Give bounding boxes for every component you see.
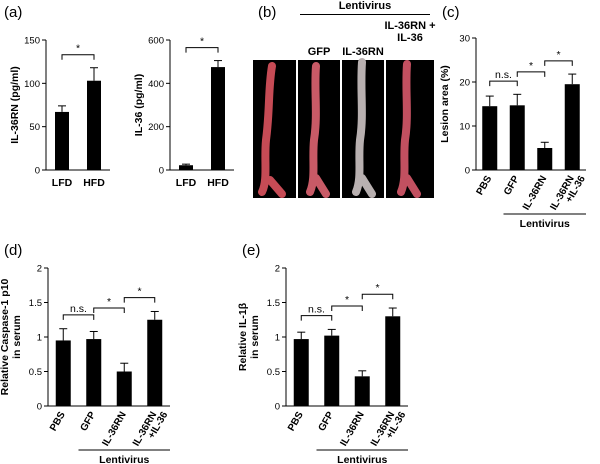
- a1-bar: [87, 80, 101, 170]
- e-bar: [293, 339, 309, 406]
- photo-label-il36rn: IL-36RN: [342, 46, 384, 58]
- d-y-tick-label: 2: [37, 264, 42, 275]
- lentivirus-header-line: [300, 14, 430, 15]
- c-x-tick-label: IL-36RN: [521, 174, 549, 212]
- d-bar: [116, 371, 132, 406]
- d-bar: [147, 319, 163, 406]
- d-x-tick-label: IL-36RN: [100, 410, 128, 448]
- c-y-tick-label: 10: [459, 122, 470, 133]
- c-significance-label: *: [556, 49, 560, 61]
- d-bar: [86, 339, 102, 406]
- c-significance-label: n.s.: [495, 69, 512, 81]
- c-significance-bracket: [489, 80, 518, 87]
- a1-y-label: IL-36RN (pg/ml): [9, 66, 21, 144]
- d-y-tick-label: 0: [37, 402, 42, 413]
- a1-x-tick-label: HFD: [83, 177, 105, 189]
- e-significance-label: *: [345, 294, 349, 306]
- a2-y-tick-label: 200: [148, 122, 164, 133]
- d-y-label: in serum: [11, 315, 23, 359]
- d-significance-label: *: [137, 286, 141, 298]
- d-group-label: Lentivirus: [99, 454, 149, 464]
- c-bar: [564, 84, 580, 170]
- panel-letter-b: (b): [258, 4, 277, 21]
- d-y-tick-label: 1.5: [29, 298, 42, 309]
- a2-bar: [211, 67, 225, 170]
- e-significance-label: *: [375, 282, 379, 294]
- c-significance-label: *: [529, 60, 533, 72]
- d-significance-bracket: [62, 314, 95, 320]
- e-x-tick-label: GFP: [317, 410, 337, 434]
- panel-letter-d: (d): [4, 242, 23, 259]
- e-y-tick-label: 1.5: [267, 298, 280, 309]
- d-significance-bracket: [123, 297, 156, 303]
- a1-y-tick-label: 150: [24, 36, 40, 47]
- c-y-tick-label: 30: [459, 34, 470, 45]
- a1-y-tick-label: 0: [35, 166, 40, 177]
- e-y-label: in serum: [249, 315, 261, 359]
- e-bar: [354, 376, 370, 406]
- c-y-tick-label: 20: [459, 78, 470, 89]
- d-x-tick-label: PBS: [48, 410, 68, 434]
- a1-y-tick-label: 100: [24, 79, 40, 90]
- e-x-tick-label: IL-36RN: [338, 410, 366, 448]
- photo-label-pbs: PBS: [263, 46, 286, 58]
- a2-y-tick-label: 600: [148, 36, 164, 47]
- e-y-label: Relative IL-1β: [237, 302, 249, 371]
- e-significance-bracket: [300, 315, 333, 321]
- a2-significance-label: *: [200, 36, 204, 48]
- a2-y-tick-label: 400: [148, 79, 164, 90]
- a2-x-tick-label: HFD: [207, 177, 229, 189]
- c-bar: [482, 106, 498, 170]
- d-bar: [55, 340, 71, 406]
- c-y-label: Lesion area (%): [439, 65, 451, 143]
- e-x-tick-label: PBS: [286, 410, 306, 434]
- e-y-tick-label: 2: [275, 264, 280, 275]
- a1-x-tick-label: LFD: [52, 177, 73, 189]
- e-significance-bracket: [361, 293, 394, 300]
- a2-significance-bracket: [185, 47, 219, 53]
- d-y-tick-label: 0.5: [29, 367, 42, 378]
- c-significance-bracket: [516, 71, 546, 77]
- c-x-tick-label: PBS: [475, 174, 495, 198]
- e-significance-label: n.s.: [308, 304, 325, 316]
- photo-label-gfp: GFP: [307, 46, 331, 58]
- a2-bar: [179, 165, 193, 170]
- c-significance-bracket: [544, 60, 573, 66]
- c-y-tick-label: 0: [465, 166, 470, 177]
- d-x-tick-label: GFP: [79, 410, 99, 434]
- e-group-label: Lentivirus: [337, 454, 387, 464]
- e-bar: [324, 335, 340, 406]
- d-significance-bracket: [93, 307, 125, 314]
- panel-letter-e: (e): [242, 242, 261, 259]
- a2-y-label: IL-36 (pg/ml): [133, 74, 145, 136]
- d-significance-label: *: [107, 296, 111, 308]
- a1-significance-label: *: [76, 43, 80, 55]
- c-bar: [537, 148, 553, 170]
- a2-x-tick-label: LFD: [176, 177, 197, 189]
- e-significance-bracket: [331, 305, 363, 311]
- a1-significance-bracket: [61, 54, 95, 60]
- c-bar: [509, 105, 525, 170]
- a2-y-tick-label: 0: [159, 166, 164, 177]
- e-y-tick-label: 1: [275, 333, 280, 344]
- c-x-tick-label: GFP: [502, 174, 522, 198]
- d-y-label: Relative Caspase-1 p10: [0, 278, 11, 395]
- a1-y-tick-label: 50: [29, 122, 40, 133]
- e-bar: [385, 316, 401, 406]
- c-group-label: Lentivirus: [520, 218, 570, 230]
- a1-bar: [55, 111, 69, 170]
- lentivirus-header: Lentivirus: [338, 0, 392, 12]
- panel-letter-c: (c): [442, 4, 460, 21]
- d-y-tick-label: 1: [37, 333, 42, 344]
- e-y-tick-label: 0: [275, 402, 280, 413]
- panel-letter-a: (a): [4, 4, 23, 21]
- photo-label-il36rn-il36: IL-36RN + IL-36: [384, 20, 436, 44]
- d-significance-label: n.s.: [70, 303, 87, 315]
- e-y-tick-label: 0.5: [267, 367, 280, 378]
